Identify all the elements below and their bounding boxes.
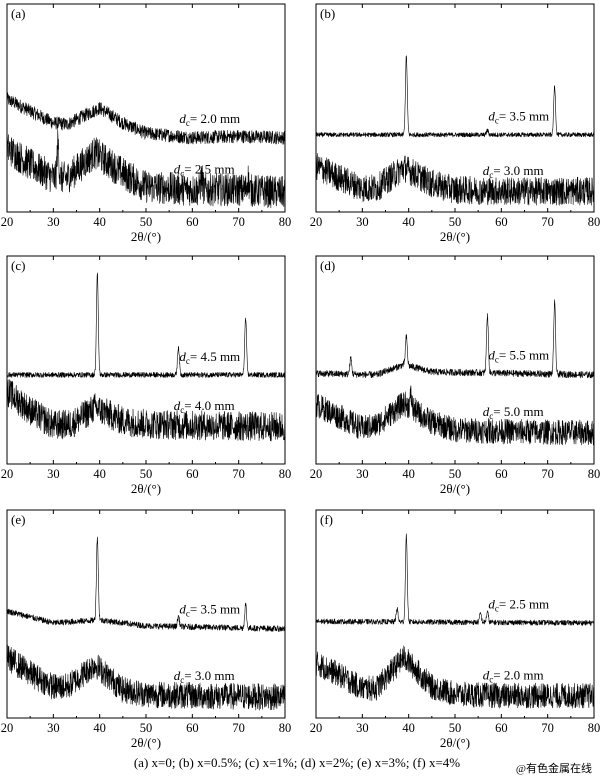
xrd-curve-upper xyxy=(6,536,286,632)
xrd-panel-4: (d) 20 30 40 50 60 70 80 2θ/(°) dc= 5.5 mm dc= 5.0… xyxy=(310,255,600,496)
x-tick-label: 50 xyxy=(140,215,153,229)
curve-label-lower: dc= 4.0 mm xyxy=(174,398,235,415)
xrd-panel-6: (f) 20 30 40 50 60 70 80 2θ/(°) dc= 2.5 mm dc= 2.0… xyxy=(310,509,600,750)
curve-label-lower: dc= 3.0 mm xyxy=(483,163,544,180)
xrd-curve-lower xyxy=(6,379,286,442)
x-tick-label: 20 xyxy=(1,467,14,481)
x-tick-label: 20 xyxy=(310,467,323,481)
x-tick-label: 80 xyxy=(588,721,600,735)
x-tick-label: 40 xyxy=(402,721,415,735)
xrd-curve-upper xyxy=(315,55,595,138)
x-tick-label: 40 xyxy=(93,721,106,735)
panel-label: (e) xyxy=(11,512,25,527)
x-tick-label: 40 xyxy=(402,215,415,229)
x-tick-label: 60 xyxy=(186,467,199,481)
panel-label: (d) xyxy=(320,258,335,273)
x-tick-label: 60 xyxy=(495,721,508,735)
x-tick-label: 40 xyxy=(93,467,106,481)
xrd-curve-upper xyxy=(315,299,595,379)
figure-caption: (a) x=0; (b) x=0.5%; (c) x=1%; (d) x=2%;… xyxy=(134,755,460,770)
x-axis-title: 2θ/(°) xyxy=(131,735,161,750)
x-tick-label: 50 xyxy=(140,721,153,735)
watermark: @有色金属在线 xyxy=(516,761,592,775)
x-tick-label: 20 xyxy=(1,215,14,229)
curve-label-upper: dc= 3.5 mm xyxy=(179,601,240,618)
x-tick-label: 70 xyxy=(541,215,554,229)
x-axis-title: 2θ/(°) xyxy=(440,735,470,750)
xrd-curve-upper xyxy=(6,272,286,378)
curve-label-lower: dc= 3.0 mm xyxy=(174,668,235,685)
x-tick-label: 40 xyxy=(402,467,415,481)
x-tick-label: 60 xyxy=(495,215,508,229)
x-tick-label: 30 xyxy=(47,721,60,735)
curve-label-upper: dc= 3.5 mm xyxy=(488,109,549,126)
curve-label-lower: dc= 2.5 mm xyxy=(174,162,235,179)
x-tick-label: 30 xyxy=(356,215,369,229)
xrd-curve-lower xyxy=(315,153,595,206)
curve-label-upper: dc= 2.5 mm xyxy=(488,597,549,614)
curve-label-lower: dc= 2.0 mm xyxy=(483,668,544,685)
x-tick-label: 70 xyxy=(232,215,245,229)
x-tick-label: 20 xyxy=(1,721,14,735)
x-tick-label: 70 xyxy=(232,721,245,735)
xrd-panel-1: (a) 20 30 40 50 60 70 80 2θ/(°) dc= 2.0 mm dc= 2.5… xyxy=(1,3,292,244)
x-tick-label: 30 xyxy=(356,467,369,481)
panel-label: (b) xyxy=(320,6,335,21)
x-tick-label: 80 xyxy=(588,215,600,229)
x-tick-label: 30 xyxy=(356,721,369,735)
x-tick-label: 30 xyxy=(47,215,60,229)
xrd-curve-upper xyxy=(315,533,595,626)
x-tick-label: 80 xyxy=(279,721,292,735)
curve-label-upper: dc= 2.0 mm xyxy=(179,111,240,128)
x-tick-label: 30 xyxy=(47,467,60,481)
panel-label: (a) xyxy=(11,6,25,21)
x-tick-label: 20 xyxy=(310,215,323,229)
curve-label-upper: dc= 4.5 mm xyxy=(179,349,240,366)
panel-label: (f) xyxy=(320,512,333,527)
x-tick-label: 60 xyxy=(186,721,199,735)
x-axis-title: 2θ/(°) xyxy=(131,229,161,244)
x-tick-label: 70 xyxy=(541,467,554,481)
x-tick-label: 50 xyxy=(449,467,462,481)
x-tick-label: 20 xyxy=(310,721,323,735)
curve-label-lower: dc= 5.0 mm xyxy=(483,404,544,421)
x-tick-label: 60 xyxy=(186,215,199,229)
xrd-curve-lower xyxy=(315,385,595,446)
x-tick-label: 80 xyxy=(279,215,292,229)
xrd-panel-2: (b) 20 30 40 50 60 70 80 2θ/(°) dc= 3.5 mm dc= 3.0… xyxy=(310,3,600,244)
x-tick-label: 50 xyxy=(449,721,462,735)
xrd-curve-lower xyxy=(315,645,595,709)
x-tick-label: 80 xyxy=(279,467,292,481)
x-tick-label: 70 xyxy=(541,721,554,735)
x-tick-label: 40 xyxy=(93,215,106,229)
x-tick-label: 50 xyxy=(449,215,462,229)
x-axis-title: 2θ/(°) xyxy=(131,481,161,496)
xrd-panel-5: (e) 20 30 40 50 60 70 80 2θ/(°) dc= 3.5 mm dc= 3.0… xyxy=(1,509,292,750)
plot-frame xyxy=(315,509,595,719)
x-axis-title: 2θ/(°) xyxy=(440,481,470,496)
xrd-curve-lower xyxy=(6,129,286,209)
xrd-curve-upper xyxy=(6,92,286,145)
curve-label-upper: dc= 5.5 mm xyxy=(488,348,549,365)
x-tick-label: 70 xyxy=(232,467,245,481)
x-axis-title: 2θ/(°) xyxy=(440,229,470,244)
xrd-panel-3: (c) 20 30 40 50 60 70 80 2θ/(°) dc= 4.5 mm dc= 4.0… xyxy=(1,255,292,496)
x-tick-label: 60 xyxy=(495,467,508,481)
panel-label: (c) xyxy=(11,258,25,273)
xrd-curve-lower xyxy=(6,644,286,711)
x-tick-label: 50 xyxy=(140,467,153,481)
x-tick-label: 80 xyxy=(588,467,600,481)
